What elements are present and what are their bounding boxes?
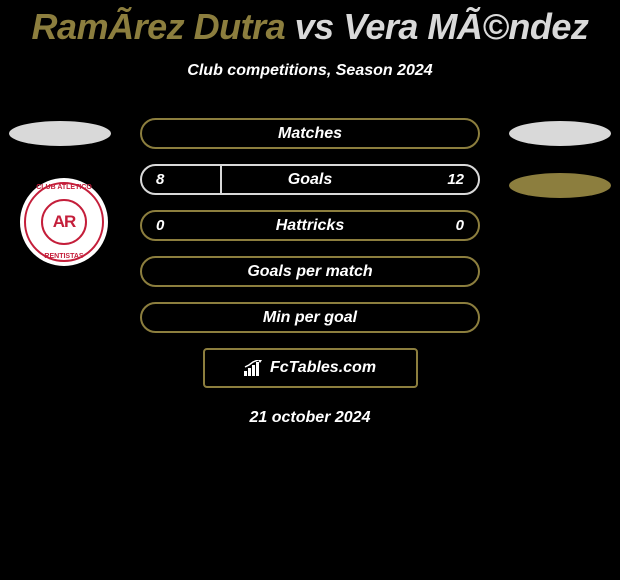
fctables-box: FcTables.com	[203, 348, 418, 388]
title-vs: vs	[295, 6, 344, 47]
player1-name: RamÃ­rez Dutra	[32, 6, 286, 47]
stat-right-value: 0	[456, 217, 464, 234]
stat-left-value: 8	[156, 171, 164, 188]
stat-label: Hattricks	[276, 217, 344, 235]
left-oval	[9, 121, 111, 146]
stat-left-value: 0	[156, 217, 164, 234]
club-badge: CLUB ATLETICO AR RENTISTAS	[20, 178, 118, 266]
stat-pill: Min per goal	[140, 302, 480, 333]
badge-text-bottom: RENTISTAS	[20, 253, 108, 260]
chart-icon	[244, 360, 264, 376]
stat-label: Matches	[278, 125, 342, 143]
right-oval-1	[509, 121, 611, 146]
stat-right-value: 12	[447, 171, 464, 188]
stat-row: Min per goal	[0, 302, 620, 333]
page-title: RamÃ­rez Dutra vs Vera MÃ©ndez	[0, 0, 620, 48]
stat-pill: 0 Hattricks 0	[140, 210, 480, 241]
footer-date: 21 october 2024	[0, 409, 620, 427]
stat-label: Goals	[288, 171, 332, 189]
subtitle: Club competitions, Season 2024	[0, 62, 620, 80]
badge-text-top: CLUB ATLETICO	[20, 184, 108, 191]
stat-pill: 8 Goals 12	[140, 164, 480, 195]
stat-divider	[220, 166, 222, 193]
stat-pill: Goals per match	[140, 256, 480, 287]
fctables-label: FcTables.com	[270, 359, 376, 377]
stat-label: Goals per match	[247, 263, 372, 281]
stat-pill: Matches	[140, 118, 480, 149]
badge-letters: AR	[53, 212, 76, 232]
right-oval-2	[509, 173, 611, 198]
badge-inner: AR	[41, 199, 87, 245]
stat-label: Min per goal	[263, 309, 357, 327]
player2-name: Vera MÃ©ndez	[343, 6, 588, 47]
club-badge-circle: CLUB ATLETICO AR RENTISTAS	[20, 178, 108, 266]
